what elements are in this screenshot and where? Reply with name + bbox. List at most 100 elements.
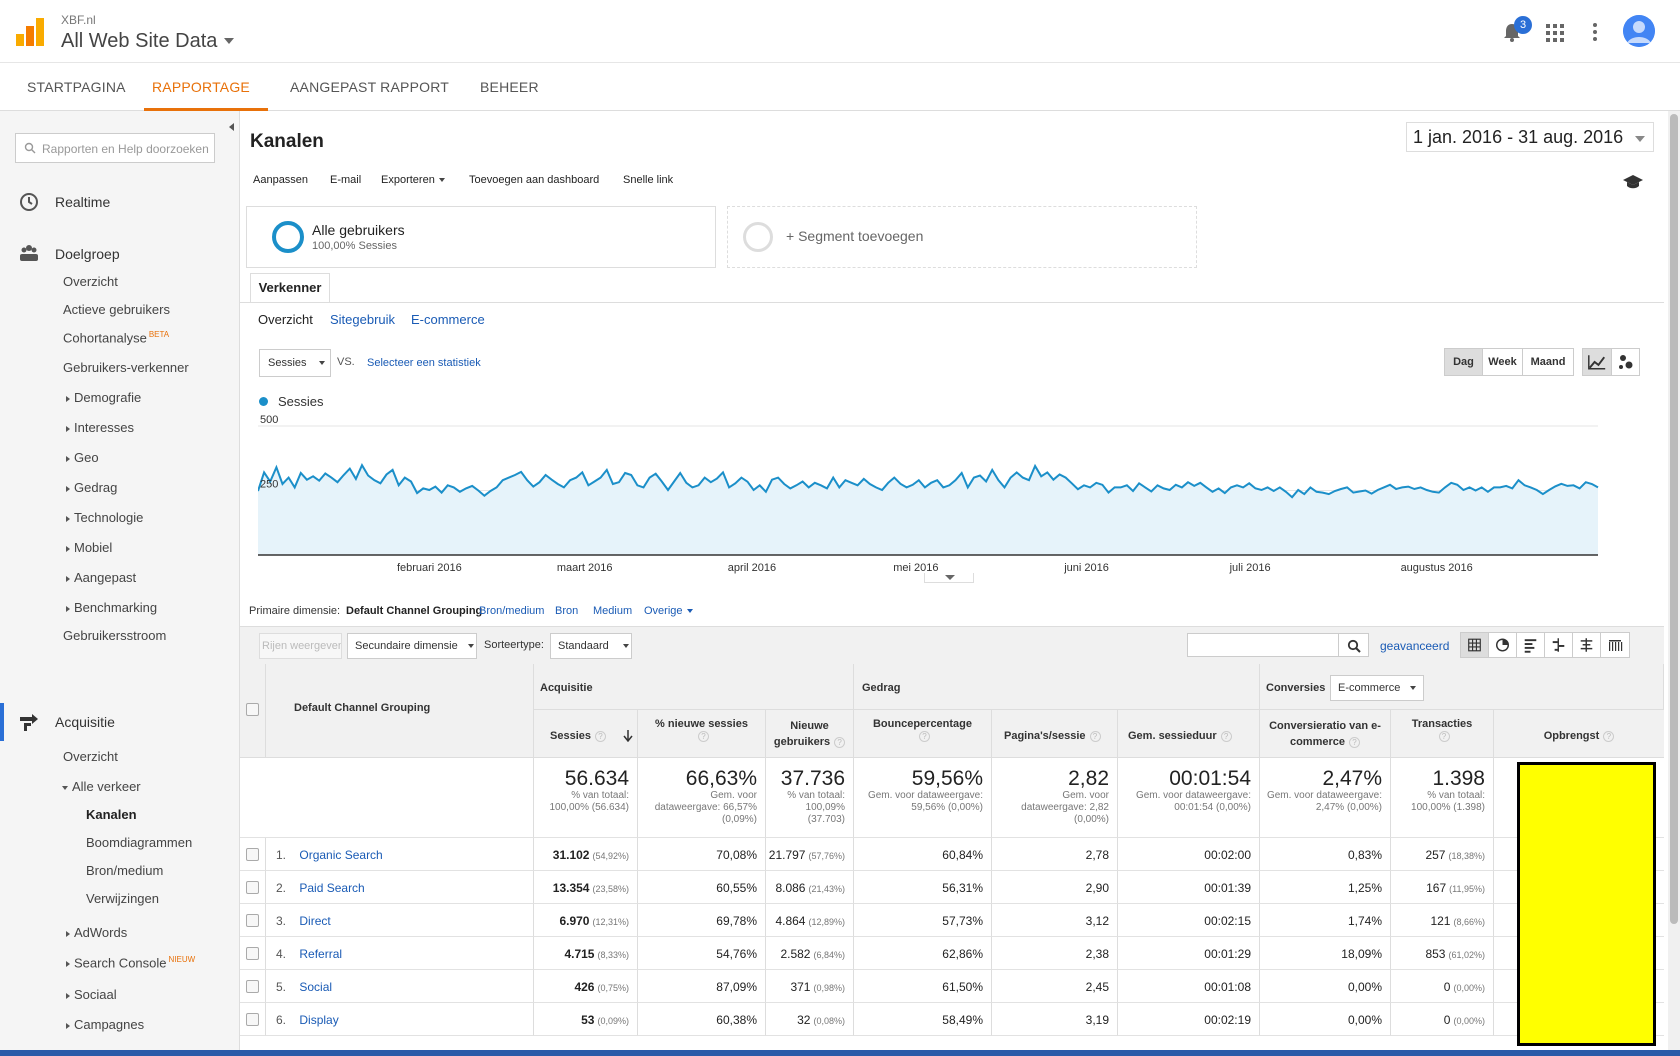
sidebar-item-campagnes[interactable]: Campagnes xyxy=(66,1017,144,1032)
term-cloud-view-icon[interactable] xyxy=(1573,633,1601,657)
help-icon[interactable]: ? xyxy=(1089,731,1101,742)
help-icon[interactable]: ? xyxy=(1603,731,1615,742)
metric-select[interactable]: Sessies xyxy=(259,349,331,377)
date-range-picker[interactable]: 1 jan. 2016 - 31 aug. 2016 xyxy=(1406,122,1654,152)
property-selector[interactable]: All Web Site Data xyxy=(61,30,218,52)
email-button[interactable]: E-mail xyxy=(330,174,362,186)
sidebar-item-acquisitie[interactable]: Acquisitie xyxy=(55,714,115,730)
analytics-logo[interactable] xyxy=(16,18,44,46)
dimension-overige[interactable]: Overige xyxy=(644,605,693,617)
channel-link[interactable]: Referral xyxy=(299,947,343,961)
row-checkbox[interactable] xyxy=(246,980,259,993)
sidebar-item-boomdiagrammen[interactable]: Boomdiagrammen xyxy=(86,835,193,850)
subtab-sitegebruik[interactable]: Sitegebruik xyxy=(330,312,396,327)
header-bounce[interactable]: Bouncepercentage? xyxy=(854,710,992,758)
header-revenue[interactable]: Opbrengst? xyxy=(1494,710,1664,758)
sidebar-item-alle-verkeer[interactable]: Alle verkeer xyxy=(62,779,141,794)
sort-type-select[interactable]: Standaard xyxy=(550,633,632,659)
add-segment-button[interactable]: + Segment toevoegen xyxy=(727,206,1197,268)
sort-desc-icon[interactable] xyxy=(623,730,633,742)
header-conversion-rate[interactable]: Conversieratio van e-commerce? xyxy=(1260,710,1391,758)
bar-view-icon[interactable] xyxy=(1517,633,1545,657)
chart-expand-handle[interactable] xyxy=(924,573,974,583)
row-checkbox[interactable] xyxy=(246,881,259,894)
help-icon[interactable]: ? xyxy=(834,737,846,748)
period-day-button[interactable]: Dag xyxy=(1445,349,1483,375)
tab-rapportage[interactable]: RAPPORTAGE xyxy=(152,79,250,95)
sidebar-item-gebruikers-verkenner[interactable]: Gebruikers-verkenner xyxy=(63,360,189,375)
quick-link-button[interactable]: Snelle link xyxy=(623,174,674,186)
header-avg-duration[interactable]: Gem. sessieduur? xyxy=(1118,710,1260,758)
channel-link[interactable]: Paid Search xyxy=(299,881,365,895)
sidebar-item-gebruikersstroom[interactable]: Gebruikersstroom xyxy=(63,628,167,643)
sidebar-item-bron-medium[interactable]: Bron/medium xyxy=(86,863,164,878)
pivot-view-icon[interactable] xyxy=(1601,633,1629,657)
sidebar-item-search-console[interactable]: Search Console NIEUW xyxy=(66,955,195,970)
sidebar-item-aangepast[interactable]: Aangepast xyxy=(66,570,136,585)
sidebar-item-adwords[interactable]: AdWords xyxy=(66,925,127,940)
help-icon[interactable]: ? xyxy=(594,731,606,742)
export-button[interactable]: Exporteren xyxy=(381,174,445,186)
dimension-bron[interactable]: Bron xyxy=(555,605,579,617)
more-vert-icon[interactable] xyxy=(1592,22,1598,42)
sidebar-item-verwijzingen[interactable]: Verwijzingen xyxy=(86,891,159,906)
tab-verkenner[interactable]: Verkenner xyxy=(250,273,330,303)
segment-all-users[interactable]: Alle gebruikers 100,00% Sessies xyxy=(246,206,716,268)
dimension-medium[interactable]: Medium xyxy=(593,605,633,617)
apps-grid-icon[interactable] xyxy=(1546,24,1564,42)
tab-startpagina[interactable]: STARTPAGINA xyxy=(27,79,126,95)
collapse-sidebar-icon[interactable] xyxy=(226,120,238,134)
channel-link[interactable]: Organic Search xyxy=(299,848,383,862)
show-rows-button[interactable]: Rijen weergeven xyxy=(259,633,342,659)
sidebar-item-acq-overzicht[interactable]: Overzicht xyxy=(63,749,118,764)
select-metric-link[interactable]: Selecteer een statistiek xyxy=(367,357,481,369)
sidebar-item-overzicht[interactable]: Overzicht xyxy=(63,274,118,289)
dimension-header[interactable]: Default Channel Grouping xyxy=(266,664,534,758)
select-all-checkbox[interactable] xyxy=(246,703,259,716)
advanced-filter-link[interactable]: geavanceerd xyxy=(1380,639,1450,653)
sidebar-item-cohortanalyse[interactable]: Cohortanalyse BETA xyxy=(63,330,169,345)
graduation-cap-icon[interactable] xyxy=(1622,174,1644,190)
subtab-ecommerce[interactable]: E-commerce xyxy=(411,312,485,327)
row-checkbox[interactable] xyxy=(246,848,259,861)
subtab-overzicht[interactable]: Overzicht xyxy=(258,312,313,327)
sidebar-item-kanalen[interactable]: Kanalen xyxy=(86,807,137,822)
chevron-down-icon[interactable] xyxy=(224,38,234,44)
period-week-button[interactable]: Week xyxy=(1483,349,1523,375)
sidebar-item-sociaal[interactable]: Sociaal xyxy=(66,987,117,1002)
period-month-button[interactable]: Maand xyxy=(1530,356,1566,368)
dimension-bron-medium[interactable]: Bron/medium xyxy=(479,605,545,617)
help-icon[interactable]: ? xyxy=(1349,737,1361,748)
avatar-icon[interactable] xyxy=(1623,15,1655,47)
help-icon[interactable]: ? xyxy=(1438,731,1450,742)
sidebar-item-interesses[interactable]: Interesses xyxy=(66,420,134,435)
secondary-dimension-select[interactable]: Secundaire dimensie xyxy=(347,633,477,659)
help-icon[interactable]: ? xyxy=(1220,731,1232,742)
channel-link[interactable]: Display xyxy=(299,1013,339,1027)
scroll-thumb[interactable] xyxy=(1670,114,1678,924)
row-checkbox[interactable] xyxy=(246,947,259,960)
header-transactions[interactable]: Transacties? xyxy=(1391,710,1494,758)
tab-aangepast-rapport[interactable]: AANGEPAST RAPPORT xyxy=(290,79,449,95)
sidebar-item-mobiel[interactable]: Mobiel xyxy=(66,540,112,555)
channel-link[interactable]: Social xyxy=(299,980,333,994)
motion-chart-icon[interactable] xyxy=(1612,349,1640,375)
sidebar-item-realtime[interactable]: Realtime xyxy=(55,194,111,210)
help-icon[interactable]: ? xyxy=(919,731,930,742)
sidebar-item-doelgroep[interactable]: Doelgroep xyxy=(55,246,120,262)
pie-view-icon[interactable] xyxy=(1489,633,1517,657)
help-icon[interactable]: ? xyxy=(698,731,709,742)
sidebar-item-technologie[interactable]: Technologie xyxy=(66,510,143,525)
search-input[interactable]: Rapporten en Help doorzoeken xyxy=(15,133,215,163)
sidebar-item-actieve-gebruikers[interactable]: Actieve gebruikers xyxy=(63,302,170,317)
header-sessies[interactable]: Sessies? xyxy=(534,710,638,758)
sidebar-item-gedrag[interactable]: Gedrag xyxy=(66,480,117,495)
row-checkbox[interactable] xyxy=(246,1013,259,1026)
aanpassen-button[interactable]: Aanpassen xyxy=(253,174,309,186)
tab-beheer[interactable]: BEHEER xyxy=(480,79,539,95)
sidebar-item-demografie[interactable]: Demografie xyxy=(66,390,141,405)
conversion-type-select[interactable]: E-commerce xyxy=(1330,675,1424,701)
line-chart-icon[interactable] xyxy=(1583,349,1612,375)
table-search-button[interactable] xyxy=(1339,633,1369,657)
channel-link[interactable]: Direct xyxy=(299,914,331,928)
